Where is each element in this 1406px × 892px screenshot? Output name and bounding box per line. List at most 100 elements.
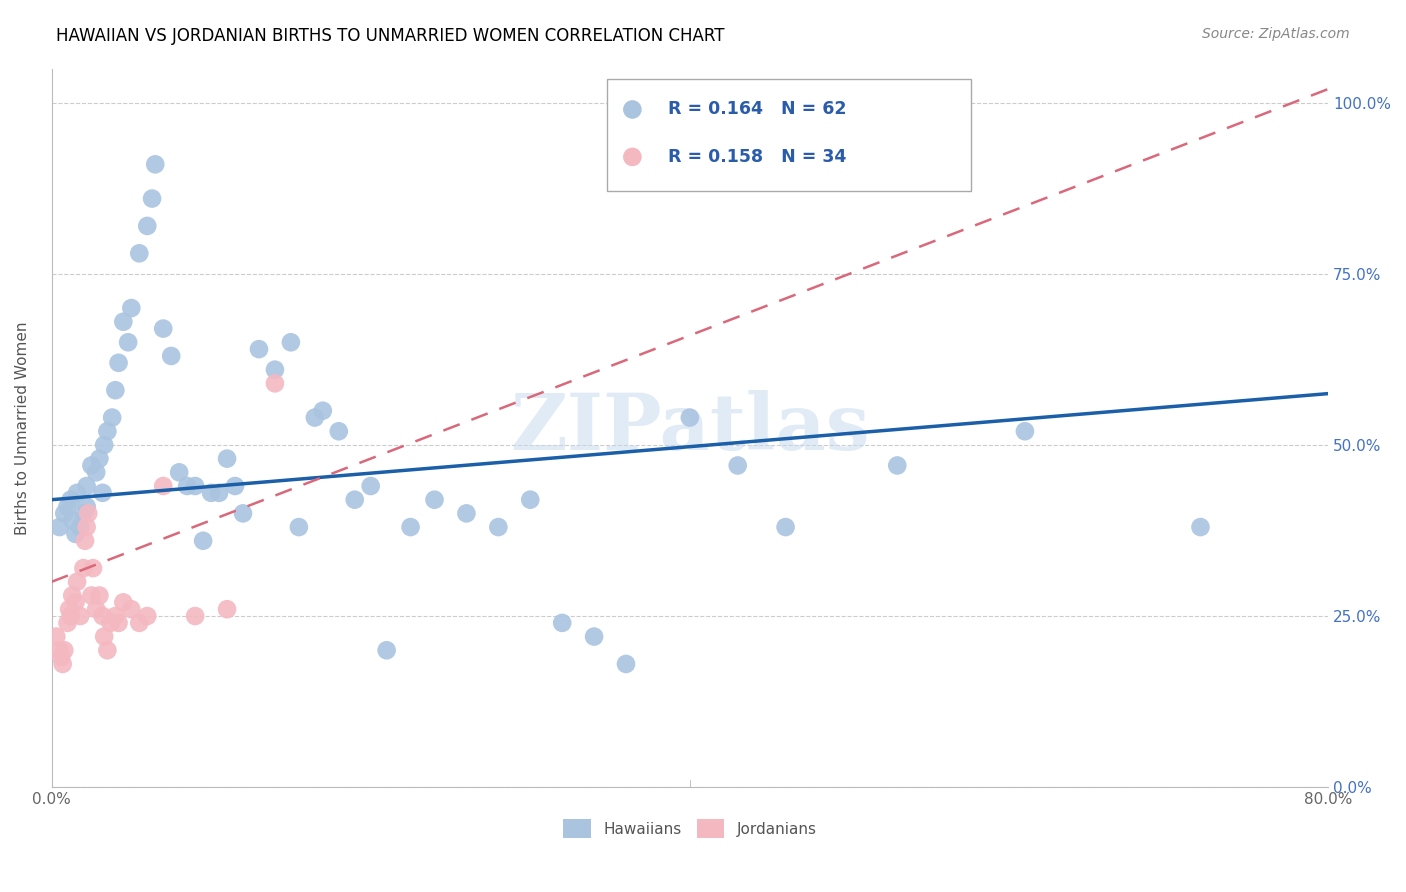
Point — [59, 492, 82, 507]
Point — [136, 219, 159, 233]
Point — [76, 520, 98, 534]
Point — [191, 533, 214, 548]
Point — [160, 349, 183, 363]
Point — [679, 410, 702, 425]
Point — [1189, 520, 1212, 534]
Point — [72, 561, 94, 575]
Point — [89, 451, 111, 466]
Point — [215, 602, 238, 616]
Point — [456, 507, 478, 521]
Point — [215, 451, 238, 466]
Point — [614, 657, 637, 671]
Point — [727, 458, 749, 473]
Text: Source: ZipAtlas.com: Source: ZipAtlas.com — [1202, 27, 1350, 41]
Text: R = 0.158   N = 34: R = 0.158 N = 34 — [668, 148, 846, 166]
Point — [73, 533, 96, 548]
Point — [264, 376, 287, 391]
Point — [66, 574, 89, 589]
Point — [304, 410, 326, 425]
Point — [66, 486, 89, 500]
Point — [52, 657, 75, 671]
Point — [112, 595, 135, 609]
Point — [280, 335, 302, 350]
Point — [360, 479, 382, 493]
Point — [519, 492, 541, 507]
Point — [120, 602, 142, 616]
Point — [65, 527, 87, 541]
Point — [58, 602, 80, 616]
Point — [224, 479, 246, 493]
Point — [96, 643, 118, 657]
Point — [208, 486, 231, 500]
Text: ZIPatlas: ZIPatlas — [510, 390, 870, 466]
Point — [766, 135, 789, 149]
Point — [232, 507, 254, 521]
Point — [117, 335, 139, 350]
Point — [343, 492, 366, 507]
Point — [107, 356, 129, 370]
Point — [93, 438, 115, 452]
FancyBboxPatch shape — [607, 79, 970, 191]
Point — [69, 609, 91, 624]
Point — [101, 410, 124, 425]
Legend: Hawaiians, Jordanians: Hawaiians, Jordanians — [557, 814, 823, 844]
Point — [48, 643, 70, 657]
Point — [91, 486, 114, 500]
Point — [375, 643, 398, 657]
Point — [247, 342, 270, 356]
Point — [1014, 424, 1036, 438]
Point — [77, 507, 100, 521]
Point — [328, 424, 350, 438]
Point — [312, 403, 335, 417]
Point — [49, 650, 72, 665]
Point — [423, 492, 446, 507]
Point — [551, 615, 574, 630]
Point — [84, 466, 107, 480]
Point — [84, 602, 107, 616]
Point — [53, 507, 76, 521]
Point — [136, 609, 159, 624]
Point — [399, 520, 422, 534]
Point — [60, 589, 83, 603]
Point — [80, 458, 103, 473]
Point — [93, 630, 115, 644]
Point — [45, 630, 67, 644]
Point — [152, 321, 174, 335]
Point — [200, 486, 222, 500]
Point — [141, 192, 163, 206]
Point — [176, 479, 198, 493]
Point — [89, 589, 111, 603]
Point — [59, 609, 82, 624]
Point — [583, 630, 606, 644]
Point — [48, 520, 70, 534]
Point — [100, 615, 122, 630]
Text: HAWAIIAN VS JORDANIAN BIRTHS TO UNMARRIED WOMEN CORRELATION CHART: HAWAIIAN VS JORDANIAN BIRTHS TO UNMARRIE… — [56, 27, 724, 45]
Point — [82, 561, 104, 575]
Point — [486, 520, 509, 534]
Point — [96, 424, 118, 438]
Point — [128, 246, 150, 260]
Text: R = 0.164   N = 62: R = 0.164 N = 62 — [668, 101, 846, 119]
Point — [112, 315, 135, 329]
Point — [53, 643, 76, 657]
Point — [184, 609, 207, 624]
Point — [76, 479, 98, 493]
Point — [69, 520, 91, 534]
Point — [56, 500, 79, 514]
Point — [56, 615, 79, 630]
Point — [76, 500, 98, 514]
Point — [886, 458, 908, 473]
Point — [775, 520, 797, 534]
Point — [60, 513, 83, 527]
Point — [288, 520, 311, 534]
Point — [65, 595, 87, 609]
Point — [152, 479, 174, 493]
Point — [143, 157, 166, 171]
Point — [128, 615, 150, 630]
Point — [167, 466, 190, 480]
Point — [104, 383, 127, 397]
Point — [72, 507, 94, 521]
Point — [104, 609, 127, 624]
Y-axis label: Births to Unmarried Women: Births to Unmarried Women — [15, 321, 30, 534]
Point — [91, 609, 114, 624]
